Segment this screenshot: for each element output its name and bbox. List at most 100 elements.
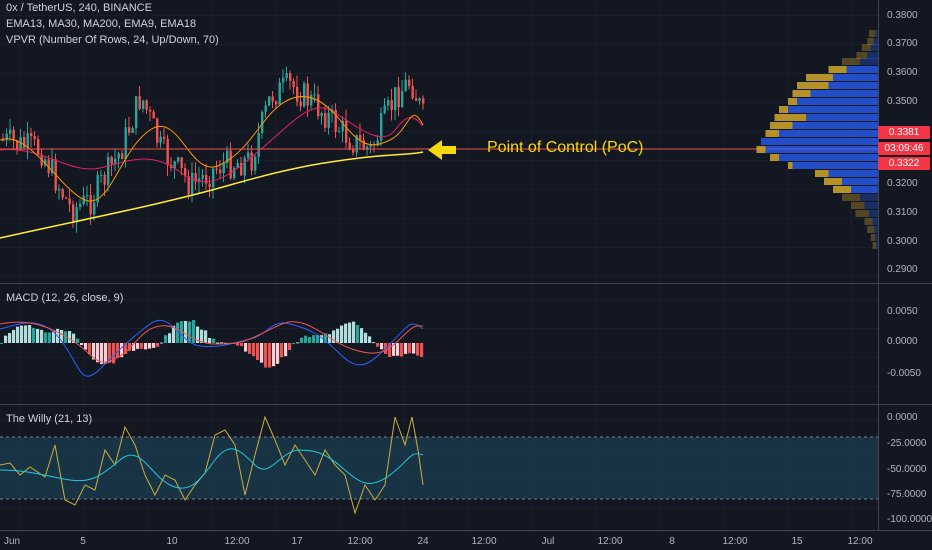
macd-bar xyxy=(120,343,124,358)
candle xyxy=(117,151,120,169)
vpvr-row xyxy=(797,82,878,89)
macd-bar xyxy=(300,337,304,343)
candle xyxy=(310,90,313,110)
candle xyxy=(9,119,12,141)
vpvr-row xyxy=(788,98,878,105)
willy-pane[interactable]: The Willy (21, 13) xyxy=(0,405,878,530)
macd-bar xyxy=(32,327,36,343)
candle xyxy=(359,123,362,150)
candle xyxy=(383,97,386,115)
macd-bar xyxy=(188,321,192,343)
candle xyxy=(411,78,414,100)
candle xyxy=(289,70,292,90)
macd-bar xyxy=(96,343,100,363)
candle xyxy=(107,152,110,192)
ma-indicators-legend[interactable]: EMA13, MA30, MA200, EMA9, EMA18 xyxy=(6,18,197,30)
macd-bar xyxy=(256,343,260,360)
candle xyxy=(366,145,369,156)
macd-bar xyxy=(212,338,216,343)
vpvr-row xyxy=(833,186,878,193)
vpvr-row xyxy=(842,58,878,65)
candle xyxy=(215,160,218,175)
macd-bar xyxy=(260,343,264,363)
candle xyxy=(418,97,421,105)
macd-bar xyxy=(72,333,76,343)
macd-bar xyxy=(372,342,376,344)
time-axis[interactable]: Jun 5 10 12:00 17 12:00 24 12:00 Jul 12:… xyxy=(0,531,878,550)
macd-bar xyxy=(308,337,312,343)
macd-bar xyxy=(100,343,104,365)
macd-bar xyxy=(164,335,168,343)
candle xyxy=(394,87,397,121)
macd-bar xyxy=(416,343,420,356)
symbol-title[interactable]: 0x / TetherUS, 240, BINANCE xyxy=(6,2,152,14)
candle xyxy=(152,109,155,119)
macd-bar xyxy=(364,332,368,343)
macd-title[interactable]: MACD (12, 26, close, 9) xyxy=(6,292,124,304)
price-tick: 0.3100 xyxy=(887,207,918,218)
macd-pane[interactable]: MACD (12, 26, close, 9) xyxy=(0,284,878,404)
macd-bar xyxy=(320,335,324,343)
time-label: 12:00 xyxy=(347,536,373,547)
time-axis-border xyxy=(0,530,932,531)
vpvr-row xyxy=(851,202,878,209)
vpvr-row xyxy=(828,66,878,73)
willy-title[interactable]: The Willy (21, 13) xyxy=(6,413,93,425)
candle xyxy=(205,163,208,191)
time-label: 5 xyxy=(80,536,86,547)
candle xyxy=(236,159,239,169)
time-label: 8 xyxy=(669,536,675,547)
macd-bar xyxy=(336,328,340,343)
price-tick: 0.3600 xyxy=(887,67,918,78)
macd-bar xyxy=(80,343,84,346)
macd-bar xyxy=(64,331,68,343)
price-pane[interactable]: 0x / TetherUS, 240, BINANCE EMA13, MA30,… xyxy=(0,0,878,283)
time-label: 12:00 xyxy=(224,536,250,547)
candle xyxy=(317,85,320,120)
vpvr-row xyxy=(867,226,878,233)
price-tag-high: 0.3381 xyxy=(878,126,930,139)
candle xyxy=(390,88,393,121)
candle xyxy=(271,90,274,109)
time-label: 12:00 xyxy=(597,536,623,547)
macd-bar xyxy=(16,326,20,343)
macd-bar xyxy=(340,325,344,343)
macd-bar xyxy=(160,342,164,344)
price-tick: 0.3000 xyxy=(887,236,918,247)
candle xyxy=(212,167,215,200)
vpvr-row xyxy=(867,38,878,45)
candle xyxy=(268,96,271,107)
candle xyxy=(422,95,425,110)
price-axis[interactable]: 0.3800 0.3700 0.3600 0.3500 0.3200 0.310… xyxy=(878,0,932,283)
macd-bar xyxy=(352,321,356,343)
macd-bar xyxy=(216,342,220,344)
vpvr-legend[interactable]: VPVR (Number Of Rows, 24, Up/Down, 70) xyxy=(6,34,219,46)
vpvr-row xyxy=(770,122,878,129)
willy-axis[interactable]: 0.0000 -25.0000 -50.0000 -75.0000 -100.0… xyxy=(878,405,932,530)
vpvr-row xyxy=(864,218,878,225)
willy-band xyxy=(0,437,878,499)
macd-bar xyxy=(52,331,56,343)
macd-bar xyxy=(84,343,88,350)
vpvr-row xyxy=(792,90,878,97)
macd-bar xyxy=(12,329,16,343)
vpvr-histogram xyxy=(756,30,878,249)
macd-bar xyxy=(124,343,128,355)
macd-bar xyxy=(396,343,400,356)
time-label: 12:00 xyxy=(847,536,873,547)
vpvr-row xyxy=(779,106,878,113)
macd-tick: -0.0050 xyxy=(887,368,921,379)
pane-separator[interactable] xyxy=(0,404,932,405)
macd-bar xyxy=(264,343,268,368)
vpvr-row xyxy=(761,138,878,145)
candle xyxy=(299,91,302,112)
pane-separator[interactable] xyxy=(0,283,932,284)
macd-bar xyxy=(400,343,404,357)
macd-bar xyxy=(284,343,288,357)
candle xyxy=(114,148,117,172)
macd-tick: 0.0000 xyxy=(887,336,918,347)
candle xyxy=(2,133,5,142)
macd-axis[interactable]: 0.0050 0.0000 -0.0050 xyxy=(878,284,932,404)
macd-bar xyxy=(344,323,348,343)
macd-bar xyxy=(140,343,144,349)
